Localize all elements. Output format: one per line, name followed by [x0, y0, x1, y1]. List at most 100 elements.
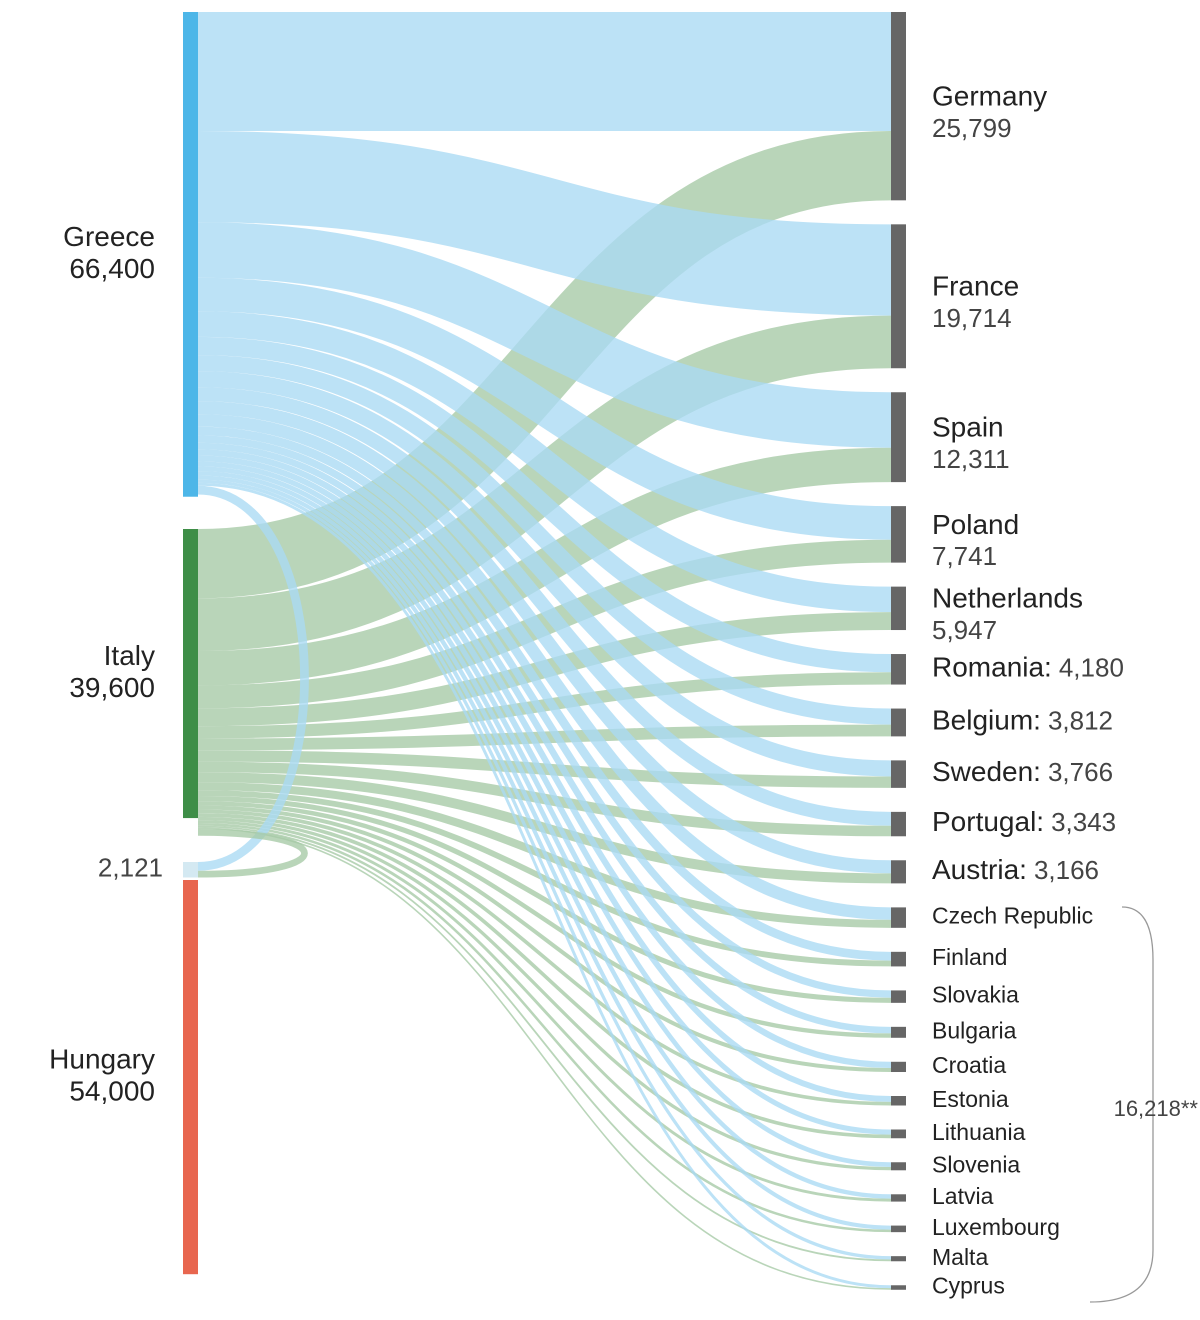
flow: [197, 823, 892, 1233]
target-name: Slovakia: [932, 982, 1019, 1008]
target-name: Lithuania: [932, 1119, 1026, 1145]
source-node: [183, 880, 198, 1275]
other-total-label: 16,218**: [1114, 1096, 1199, 1121]
target-name: Luxembourg: [932, 1214, 1060, 1240]
flow: [197, 461, 892, 1135]
flow: [197, 539, 892, 709]
target-node: [891, 1225, 906, 1233]
source-node: [183, 12, 198, 497]
target-node: [891, 907, 906, 928]
target-name: Finland: [932, 944, 1007, 970]
flow: [197, 435, 892, 998]
target-name: Spain: [932, 412, 1004, 443]
target-value: 25,799: [932, 113, 1012, 143]
loop-value: 2,121: [98, 853, 163, 883]
target-node: [891, 860, 906, 884]
loop-flow: [197, 485, 309, 871]
target-label: Portugal: 3,343: [932, 806, 1116, 837]
target-node: [891, 586, 906, 631]
flow: [197, 371, 892, 777]
source-name: Italy: [104, 640, 155, 671]
target-value: 19,714: [932, 303, 1012, 333]
flow: [197, 827, 892, 1290]
target-node: [891, 1162, 906, 1171]
flow: [197, 442, 892, 1034]
target-value: 4,180: [1059, 652, 1124, 682]
target-label: Austria: 3,166: [932, 854, 1099, 885]
target-value: 12,311: [932, 444, 1010, 474]
target-value: 3,766: [1048, 757, 1113, 787]
target-name: Belgium:: [932, 705, 1041, 736]
target-node: [891, 506, 906, 563]
target-name: Portugal:: [932, 806, 1044, 837]
target-name: Bulgaria: [932, 1017, 1017, 1043]
target-node: [891, 1194, 906, 1202]
flow: [197, 311, 892, 613]
target-name: Slovenia: [932, 1151, 1020, 1177]
target-value: 5,947: [932, 615, 997, 645]
target-name: Poland: [932, 509, 1019, 540]
target-name: Malta: [932, 1244, 988, 1270]
flow: [197, 315, 892, 652]
target-node: [891, 1061, 906, 1073]
flow: [197, 772, 892, 884]
flow: [197, 790, 892, 967]
flow: [197, 813, 892, 1139]
target-node: [891, 951, 906, 967]
flow: [197, 466, 892, 1168]
target-node: [891, 392, 906, 483]
flows: [197, 11, 892, 1290]
target-label: Sweden: 3,766: [932, 757, 1113, 788]
target-value: 3,343: [1051, 807, 1116, 837]
flow: [197, 482, 892, 1289]
flow: [197, 672, 892, 739]
source-value: 66,400: [69, 253, 155, 284]
target-node: [891, 990, 906, 1003]
target-node: [891, 654, 906, 685]
flow: [197, 479, 892, 1260]
target-label: Romania: 4,180: [932, 652, 1124, 683]
flow: [197, 750, 892, 788]
bracket: [1089, 906, 1154, 1303]
flow: [197, 475, 892, 1230]
loop-node: [183, 862, 198, 878]
target-name: Germany: [932, 81, 1047, 112]
target-name: Croatia: [932, 1052, 1006, 1078]
target-value: 7,741: [932, 541, 997, 571]
flow: [197, 387, 892, 826]
target-node: [891, 1256, 906, 1262]
target-name: Austria:: [932, 854, 1027, 885]
target-name: Latvia: [932, 1183, 994, 1209]
flow: [197, 809, 892, 1106]
flow: [197, 796, 892, 1003]
flow: [197, 449, 892, 1068]
flow: [197, 825, 892, 1262]
target-label: Belgium: 3,812: [932, 705, 1113, 736]
flow: [197, 355, 892, 725]
flow: [197, 471, 892, 1199]
target-node: [891, 1285, 906, 1290]
target-name: Estonia: [932, 1086, 1009, 1112]
flow: [197, 336, 892, 673]
target-name: Cyprus: [932, 1273, 1005, 1299]
target-node: [891, 708, 906, 737]
flow: [197, 130, 892, 316]
flow: [197, 414, 892, 920]
flow: [197, 401, 892, 874]
flow: [197, 801, 892, 1038]
source-value: 39,600: [69, 672, 155, 703]
source-name: Hungary: [49, 1043, 155, 1074]
target-name: Netherlands: [932, 583, 1083, 614]
target-name: Czech Republic: [932, 903, 1093, 929]
flow: [197, 222, 892, 448]
target-node: [891, 224, 906, 369]
target-value: 3,166: [1034, 855, 1099, 885]
target-node: [891, 1129, 906, 1139]
source-name: Greece: [63, 221, 155, 252]
flow: [197, 805, 892, 1073]
flow: [197, 277, 892, 540]
source-value: 54,000: [69, 1075, 155, 1106]
flow: [197, 816, 892, 1171]
